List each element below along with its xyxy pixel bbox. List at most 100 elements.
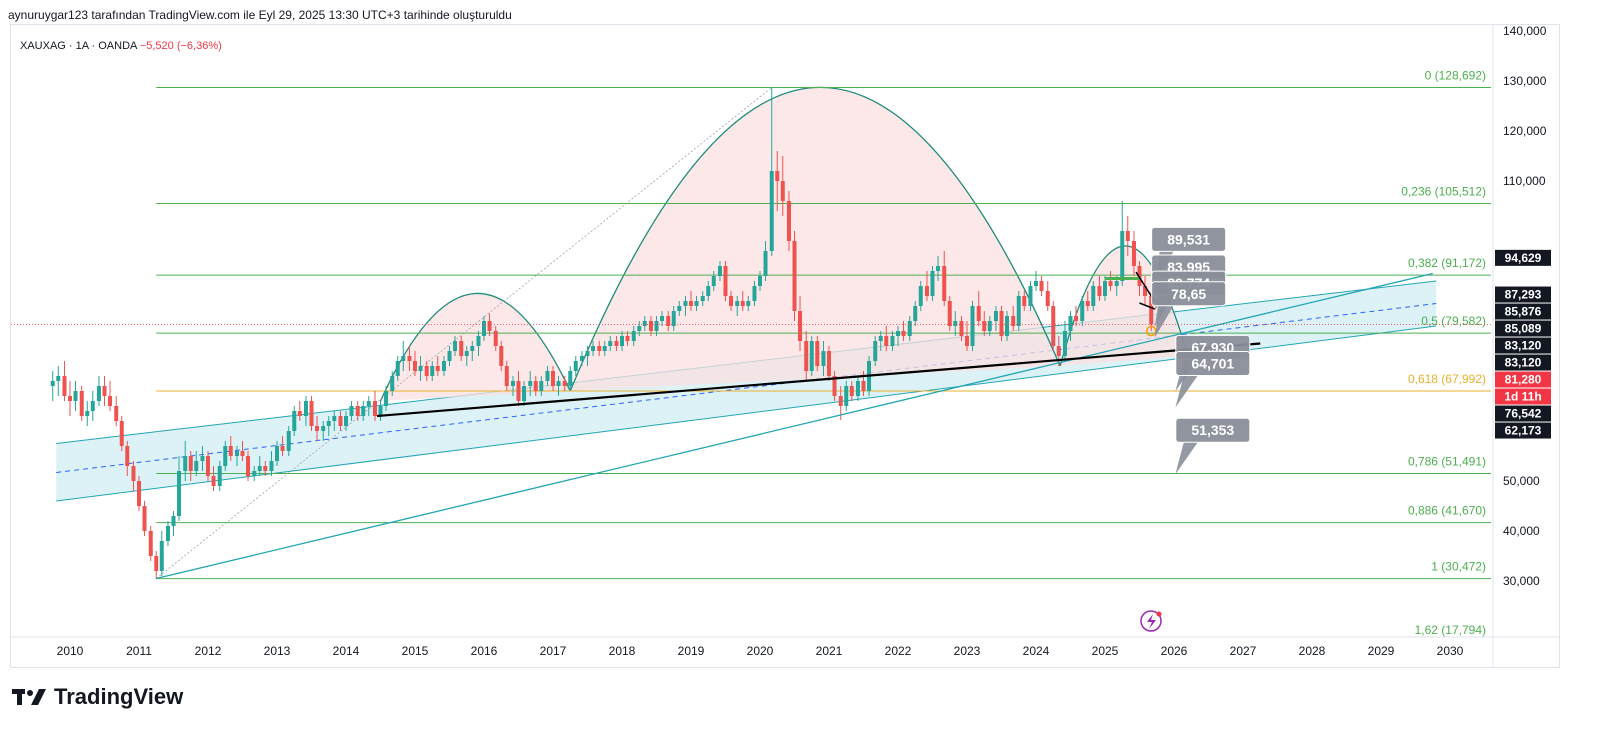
candle-body (263, 466, 268, 471)
support-trend-line (376, 342, 1261, 418)
candle-body (504, 366, 509, 386)
candle-body (965, 336, 969, 346)
candle-body (338, 416, 343, 426)
candle-body (148, 531, 153, 556)
candle-body (257, 466, 262, 471)
time-tick-label: 2020 (747, 644, 774, 658)
candle-body (522, 386, 527, 401)
candle-body (585, 351, 590, 356)
flash-icon-bolt (1147, 614, 1156, 629)
candle-body (804, 341, 809, 371)
candle-body (1074, 316, 1079, 321)
candle-body (459, 341, 464, 356)
candle-body (430, 366, 435, 376)
callout-pointer (1175, 359, 1198, 392)
candle-body (413, 361, 417, 371)
candle-body (752, 286, 757, 301)
candle-body (194, 461, 199, 471)
candle-body (183, 456, 188, 471)
candle-body (780, 181, 785, 201)
price-box-bg (1495, 286, 1551, 303)
price-tick-label: 130,000 (1503, 74, 1547, 88)
candle-body (689, 301, 693, 306)
flash-icon (1140, 610, 1162, 632)
price-tick-label: 40,000 (1503, 524, 1540, 538)
arc-left-shoulder (379, 292, 571, 402)
tradingview-brand[interactable]: TradingView (12, 684, 183, 710)
candle-body (499, 346, 504, 366)
candle-body (453, 341, 458, 351)
candle-body (901, 331, 906, 336)
candle-body (942, 266, 947, 301)
candle-body (763, 251, 768, 276)
symbol-legend[interactable]: XAUXAG · 1A · OANDA −5,520 (−6,36%) (20, 40, 222, 52)
candle-body (918, 286, 923, 306)
price-scale-box: 83,120 (1495, 354, 1551, 371)
candle-body (1011, 316, 1016, 326)
price-box-label: 85,089 (1505, 322, 1542, 336)
candle-body (832, 376, 837, 396)
candle-body (125, 446, 130, 466)
candle-body (154, 556, 159, 571)
callout-label: 78,65 (1171, 286, 1206, 302)
price-box-bg (1495, 303, 1551, 320)
price-tick-label: 30,000 (1503, 574, 1540, 588)
price-chart[interactable]: 0 (128,692) 0,236 (105,512) 0,382 (91,172)… (11, 25, 1559, 667)
price-box-bg (1495, 354, 1551, 371)
projection-arrow-2 (1139, 302, 1155, 310)
price-scale-box: 94,629 (1495, 249, 1551, 266)
price-box-bg (1495, 320, 1551, 337)
candle-body (269, 461, 274, 471)
candle-body (620, 336, 624, 346)
price-tick-label: 120,000 (1503, 124, 1547, 138)
channel-median-line (56, 303, 1437, 473)
price-scale-box: 1d 11h (1495, 388, 1551, 405)
candle-body (694, 301, 699, 306)
price-box-bg (1495, 249, 1551, 266)
candle-body (711, 276, 716, 286)
candle-body (648, 321, 653, 331)
candle-body (993, 311, 998, 321)
candle-body (1068, 316, 1073, 331)
candle-body (861, 381, 866, 391)
candle-body (407, 356, 412, 361)
chart-credit-line: aynuruygar123 tarafından TradingView.com… (8, 8, 512, 22)
fib-label-6: 0,886 (41,670) (1408, 504, 1486, 518)
candle-body (735, 301, 740, 306)
candle-body (1034, 281, 1038, 286)
candle-body (447, 351, 452, 361)
time-tick-label: 2014 (333, 644, 360, 658)
candle-body (608, 341, 613, 346)
candle-body (378, 406, 383, 416)
candle-body (671, 311, 676, 326)
candle-body (758, 276, 762, 286)
price-callout: 51,353 (1175, 417, 1251, 475)
price-callout: 78,65 (1151, 281, 1227, 338)
callout-box (1175, 417, 1251, 443)
candle-body (228, 446, 233, 456)
candle-body (660, 316, 665, 321)
flash-icon-dot (1156, 611, 1162, 617)
candle-body (487, 321, 492, 331)
price-box-label: 62,173 (1505, 424, 1542, 438)
time-tick-label: 2029 (1368, 644, 1395, 658)
callout-pointer (1175, 375, 1198, 408)
candle-body (1131, 241, 1136, 266)
candle-body (390, 376, 395, 391)
candle-body (551, 371, 555, 386)
candle-body (792, 241, 797, 311)
time-tick-label: 2012 (195, 644, 222, 658)
candle-body (131, 466, 136, 481)
candle-body (999, 311, 1004, 336)
candle-body (769, 171, 774, 251)
candle-body (234, 451, 239, 456)
candle-body (890, 336, 895, 346)
candle-body (1005, 316, 1010, 336)
candle-body (1028, 286, 1033, 306)
price-box-bg (1495, 405, 1551, 422)
time-tick-label: 2026 (1161, 644, 1188, 658)
candle-body (1143, 286, 1148, 296)
candle-body (464, 351, 469, 356)
chart-area[interactable]: 0 (128,692) 0,236 (105,512) 0,382 (91,172)… (10, 24, 1560, 668)
price-box-bg (1495, 371, 1551, 388)
